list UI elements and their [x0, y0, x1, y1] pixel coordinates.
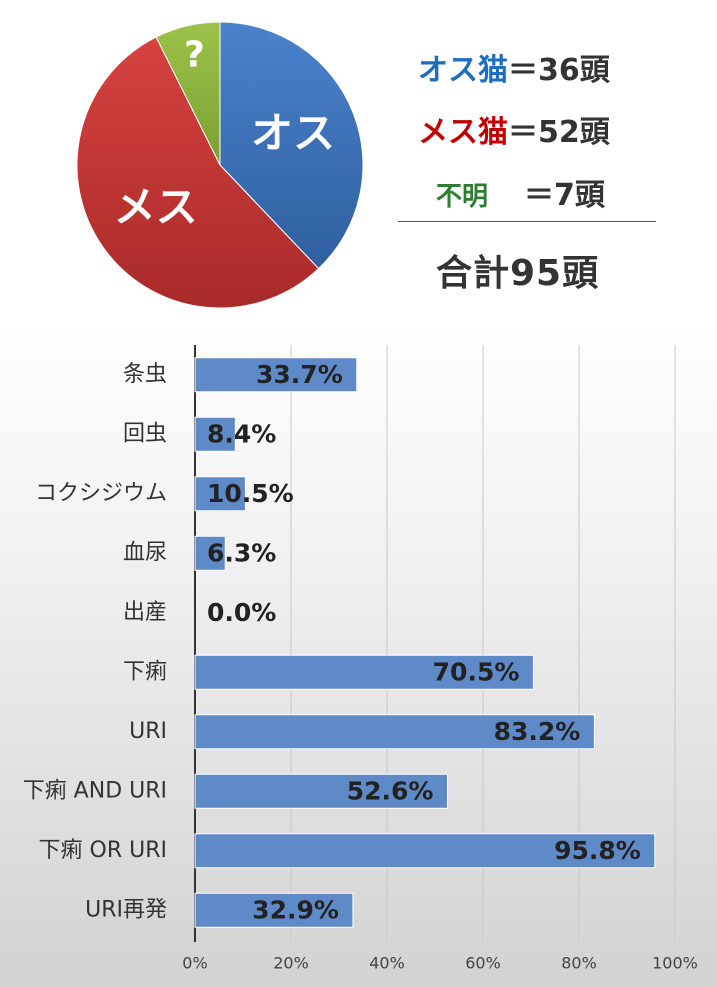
data-label-1: 8.4% — [207, 419, 276, 448]
legend-male: オス猫＝36頭 — [418, 45, 610, 89]
data-label-2: 10.5% — [207, 479, 294, 508]
category-label-9: URI再発 — [85, 897, 167, 922]
bar-3 — [194, 535, 226, 571]
bar-9 — [194, 892, 354, 928]
data-label-6: 83.2% — [494, 717, 581, 746]
legend-unknown-label: 不明 — [436, 182, 489, 212]
category-label-1: 回虫 — [123, 421, 167, 446]
bar-8 — [194, 833, 656, 869]
category-label-0: 条虫 — [123, 362, 167, 387]
category-label-5: 下痢 — [123, 659, 167, 684]
x-tick-label-60: 60% — [465, 954, 501, 973]
category-label-2: コクシジウム — [35, 481, 167, 506]
legend-female-count: ＝52頭 — [508, 115, 610, 150]
category-label-7: 下痢 AND URI — [23, 778, 167, 803]
bar-7 — [194, 773, 448, 809]
category-label-8: 下痢 OR URI — [39, 838, 167, 863]
data-label-4: 0.0% — [207, 598, 276, 627]
legend-unknown: 不明 ＝7頭 — [436, 170, 605, 214]
x-tick-label-100: 100% — [652, 954, 698, 973]
x-tick-label-80: 80% — [561, 954, 597, 973]
pie-slice-2 — [155, 21, 221, 166]
legend-male-count: ＝36頭 — [508, 53, 610, 88]
legend-divider — [398, 221, 656, 222]
legend-female-label: メス猫 — [418, 115, 508, 150]
pie-slice-1 — [76, 36, 320, 309]
bar-0 — [194, 357, 358, 393]
symptom-bar-chart-panel: 条虫回虫コクシジウム血尿出産下痢 URI 下痢 AND URI 下痢 OR URI UR… — [0, 323, 717, 987]
data-label-3: 6.3% — [207, 538, 276, 567]
x-tick-label-40: 40% — [369, 954, 405, 973]
bar-2 — [194, 476, 246, 512]
data-label-8: 95.8% — [554, 836, 641, 865]
legend-unknown-count: ＝7頭 — [524, 178, 605, 213]
bar-5 — [194, 654, 534, 690]
x-tick-label-20: 20% — [273, 954, 309, 973]
x-tick-label-0: 0% — [182, 954, 207, 973]
legend-total: 合計95頭 — [436, 253, 600, 294]
bar-1 — [194, 416, 236, 452]
data-label-7: 52.6% — [347, 776, 434, 805]
pie-slice-label-0: オス — [251, 108, 335, 157]
category-label-4: 出産 — [123, 600, 167, 625]
data-label-0: 33.7% — [256, 360, 343, 389]
category-label-3: 血尿 — [123, 540, 167, 565]
data-label-5: 70.5% — [433, 657, 520, 686]
pie-slice-label-2: ? — [184, 34, 205, 75]
legend-male-label: オス猫 — [418, 53, 508, 88]
pie-slice-0 — [219, 21, 364, 270]
bar-6 — [194, 714, 595, 750]
category-label-6: URI — [129, 719, 167, 744]
pie-slice-label-1: メス — [114, 183, 198, 232]
legend-female: メス猫＝52頭 — [418, 107, 610, 151]
data-label-9: 32.9% — [252, 895, 339, 924]
